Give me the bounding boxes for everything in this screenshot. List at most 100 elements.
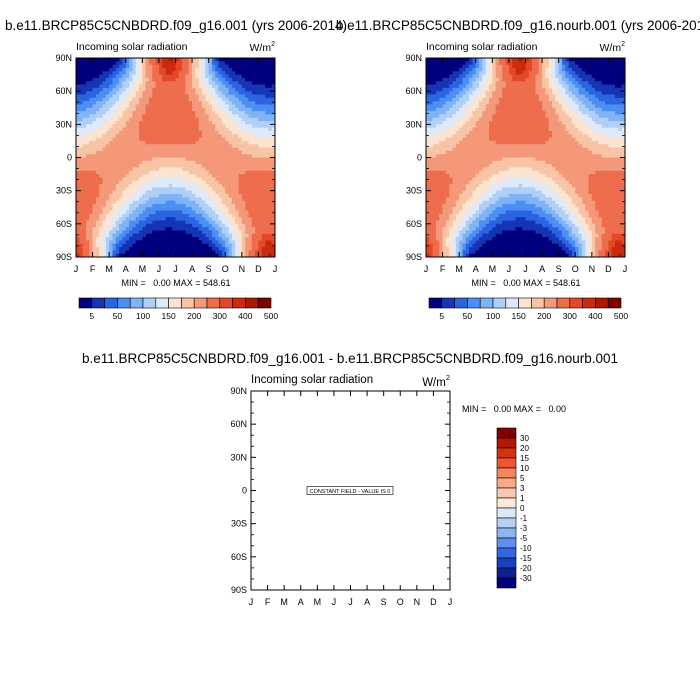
contour-cell	[238, 124, 243, 129]
contour-cell	[211, 213, 216, 218]
contour-cell	[255, 101, 259, 105]
contour-cell	[426, 67, 430, 72]
contour-cell	[268, 223, 273, 228]
contour-cell	[102, 107, 107, 112]
contour-cell	[432, 167, 437, 172]
contour-cell	[215, 193, 220, 198]
contour-cell	[198, 81, 203, 85]
contour-cell	[202, 160, 206, 165]
contour-cell	[145, 107, 150, 112]
contour-cell	[145, 210, 150, 215]
contour-cell	[251, 61, 256, 66]
contour-cell	[168, 74, 173, 79]
contour-cell	[465, 247, 470, 251]
contour-cell	[238, 97, 243, 102]
contour-cell	[112, 134, 117, 138]
contour-cell	[125, 164, 130, 168]
contour-cell	[449, 230, 453, 235]
contour-cell	[255, 127, 259, 132]
contour-cell	[135, 247, 140, 251]
contour-cell	[211, 210, 216, 215]
contour-cell	[432, 154, 437, 158]
contour-cell	[79, 243, 84, 248]
contour-cell	[485, 147, 490, 152]
contour-cell	[495, 81, 500, 85]
contour-cell	[122, 167, 127, 172]
contour-cell	[482, 167, 487, 172]
contour-cell	[475, 140, 480, 145]
contour-cell	[172, 124, 176, 129]
contour-cell	[119, 187, 123, 192]
contour-cell	[162, 58, 166, 62]
contour-cell	[188, 250, 193, 255]
contour-cell	[175, 67, 180, 72]
contour-cell	[465, 134, 470, 138]
contour-cell	[429, 207, 434, 211]
contour-cell	[449, 177, 453, 182]
contour-cell	[202, 121, 206, 125]
contour-cell	[445, 217, 450, 221]
contour-cell	[459, 237, 463, 241]
contour-cell	[251, 237, 256, 241]
contour-cell	[112, 81, 117, 85]
contour-cell	[218, 174, 223, 178]
contour-cell	[92, 200, 97, 205]
contour-cell	[258, 237, 263, 241]
contour-cell	[218, 81, 223, 85]
contour-cell	[261, 253, 266, 258]
contour-cell	[238, 107, 243, 112]
contour-cell	[95, 253, 100, 258]
contour-cell	[449, 243, 453, 248]
contour-cell	[148, 184, 153, 188]
contour-cell	[439, 130, 443, 135]
contour-cell	[251, 164, 256, 168]
contour-cell	[92, 104, 97, 109]
contour-cell	[105, 157, 110, 162]
contour-cell	[265, 81, 269, 85]
contour-cell	[172, 140, 176, 145]
contour-cell	[85, 154, 90, 158]
contour-cell	[79, 197, 84, 202]
contour-cell	[449, 127, 453, 132]
contour-cell	[172, 160, 176, 165]
contour-cell	[168, 200, 173, 205]
contour-cell	[135, 240, 140, 245]
contour-cell	[261, 111, 266, 115]
contour-cell	[145, 250, 150, 255]
contour-cell	[445, 227, 450, 231]
contour-cell	[185, 200, 190, 205]
contour-cell	[218, 61, 223, 66]
contour-cell	[439, 157, 443, 162]
contour-cell	[208, 127, 213, 132]
contour-cell	[85, 187, 90, 192]
contour-cell	[145, 71, 150, 75]
contour-cell	[85, 124, 90, 129]
contour-cell	[89, 124, 93, 129]
contour-cell	[489, 200, 493, 205]
contour-cell	[132, 77, 137, 82]
contour-cell	[99, 121, 103, 125]
contour-cell	[192, 250, 196, 255]
contour-cell	[122, 94, 127, 99]
contour-cell	[245, 174, 249, 178]
contour-cell	[225, 101, 229, 105]
contour-cell	[445, 114, 450, 119]
contour-cell	[462, 207, 467, 211]
contour-cell	[192, 243, 196, 248]
contour-cell	[125, 210, 130, 215]
contour-cell	[459, 253, 463, 258]
contour-cell	[142, 200, 147, 205]
contour-cell	[178, 157, 183, 162]
contour-cell	[195, 164, 200, 168]
contour-cell	[95, 237, 100, 241]
units-label: W/m2	[600, 41, 626, 54]
contour-cell	[462, 197, 467, 202]
contour-cell	[95, 87, 100, 92]
contour-cell	[265, 121, 269, 125]
contour-cell	[129, 91, 133, 95]
contour-cell	[265, 243, 269, 248]
contour-cell	[479, 180, 483, 185]
colorbar-label: 50	[113, 311, 123, 321]
contour-cell	[258, 167, 263, 172]
contour-cell	[462, 137, 467, 142]
